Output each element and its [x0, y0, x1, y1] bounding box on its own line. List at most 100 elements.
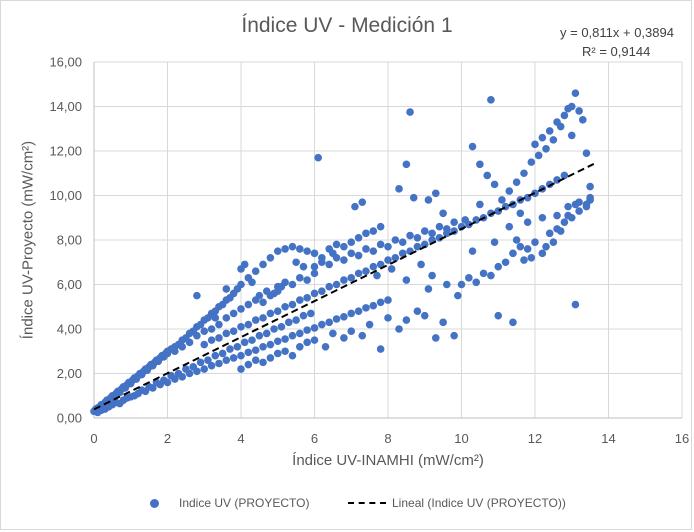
data-point: [251, 267, 260, 275]
data-point: [420, 240, 429, 249]
data-point: [251, 296, 260, 304]
trendline-group: [93, 163, 595, 411]
data-point: [531, 140, 539, 149]
data-point: [130, 391, 139, 400]
data-point: [277, 322, 286, 331]
x-tick-label: 4: [237, 431, 244, 446]
data-point: [296, 245, 304, 253]
data-point: [376, 298, 385, 307]
data-point: [207, 336, 216, 344]
data-point: [340, 334, 348, 342]
data-point: [567, 131, 576, 140]
data-point: [329, 249, 337, 258]
data-point: [582, 149, 591, 158]
data-point: [347, 309, 356, 318]
data-point: [292, 316, 300, 324]
data-point: [259, 260, 267, 269]
data-point: [443, 225, 451, 233]
data-point: [303, 247, 311, 255]
axes: [93, 62, 682, 419]
data-point: [354, 307, 363, 316]
data-point: [163, 349, 172, 358]
equation-label: y = 0,811x + 0,3894: [560, 25, 674, 40]
data-point: [167, 371, 175, 380]
data-point: [329, 329, 337, 338]
data-point: [273, 307, 282, 316]
data-point: [545, 127, 554, 135]
data-point: [204, 356, 212, 364]
data-point: [325, 260, 334, 269]
data-point: [251, 316, 260, 324]
legend-label-trendline: Lineal (Indice UV (PROYECTO)): [392, 496, 566, 510]
data-point: [171, 347, 179, 356]
data-point: [101, 405, 109, 413]
data-point: [340, 242, 348, 251]
data-point: [226, 345, 234, 353]
data-point: [549, 136, 558, 144]
data-point: [549, 238, 558, 247]
data-point: [424, 196, 433, 204]
data-point: [296, 296, 304, 304]
data-point: [564, 211, 572, 220]
data-point: [435, 222, 444, 231]
data-point: [428, 271, 436, 280]
data-point: [288, 242, 297, 251]
data-point: [450, 331, 458, 340]
legend-marker-dot: [150, 498, 159, 508]
data-point: [222, 356, 231, 364]
data-point: [332, 240, 341, 249]
data-point: [314, 153, 322, 162]
data-point: [325, 318, 334, 327]
data-point: [284, 318, 293, 327]
data-point: [431, 334, 440, 342]
data-points: [90, 89, 594, 417]
data-point: [237, 322, 245, 331]
data-point: [318, 258, 326, 267]
data-point: [196, 358, 205, 367]
data-point: [420, 227, 429, 235]
data-point: [237, 351, 245, 360]
data-point: [310, 262, 319, 271]
y-tick-label: 2,00: [57, 366, 82, 381]
data-point: [384, 242, 392, 251]
data-point: [395, 185, 403, 193]
data-point: [384, 296, 392, 304]
data-point: [251, 346, 260, 354]
data-point: [431, 189, 440, 198]
data-point: [351, 202, 359, 211]
data-point: [296, 329, 304, 338]
trendline: [93, 163, 595, 411]
data-point: [137, 386, 146, 394]
chart-title: Índice UV - Medición 1: [241, 14, 453, 37]
data-point: [465, 274, 473, 282]
x-tick-label: 12: [528, 431, 542, 446]
data-point: [571, 300, 580, 309]
data-point: [439, 209, 447, 218]
data-point: [362, 304, 370, 312]
data-point: [424, 285, 433, 293]
data-point: [296, 274, 304, 282]
data-point: [402, 160, 411, 169]
data-point: [310, 336, 319, 344]
data-point: [395, 325, 403, 333]
data-point: [303, 326, 311, 334]
data-point: [413, 307, 422, 316]
data-point: [376, 222, 385, 231]
data-point: [310, 249, 319, 258]
data-point: [505, 222, 514, 231]
data-point: [123, 394, 131, 402]
data-point: [560, 111, 569, 120]
data-point: [200, 327, 209, 336]
data-point: [266, 291, 275, 300]
data-point: [509, 249, 517, 258]
data-point: [332, 280, 341, 289]
data-point: [523, 245, 532, 253]
data-point: [523, 218, 532, 226]
data-point: [160, 376, 168, 384]
legend-item-series: Indice UV (PROYECTO): [150, 496, 309, 510]
data-point: [556, 227, 565, 235]
data-point: [244, 300, 253, 309]
data-point: [273, 349, 282, 358]
y-tick-label: 8,00: [57, 233, 82, 248]
data-point: [538, 133, 547, 142]
